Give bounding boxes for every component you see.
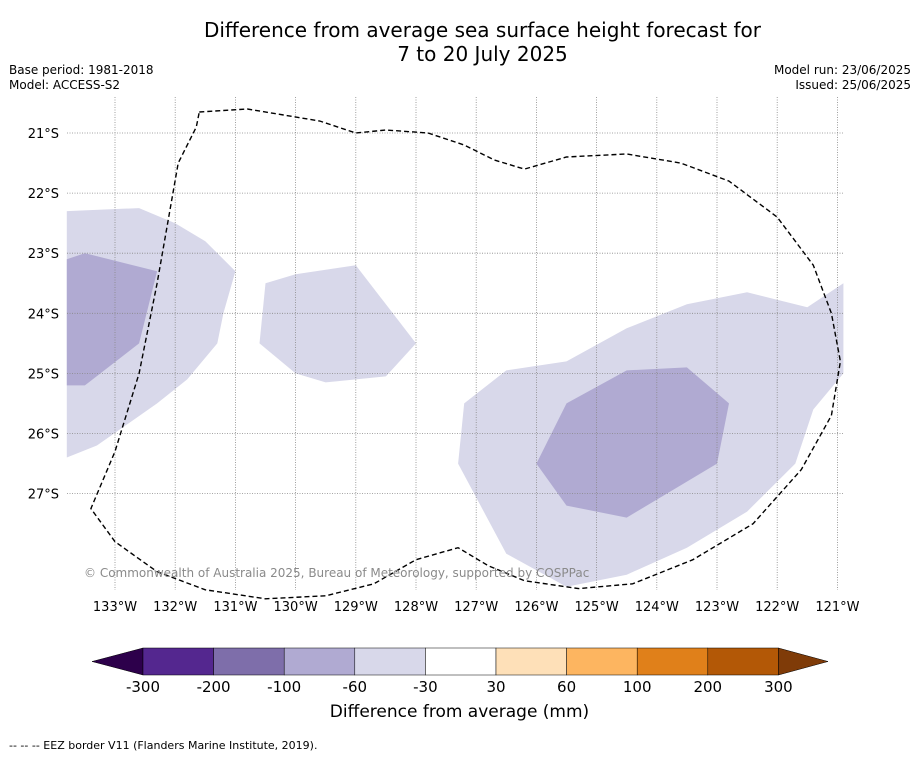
title-line-2: 7 to 20 July 2025 [397, 42, 568, 66]
colorbar-over-arrow [778, 647, 829, 676]
base-period-label: Base period: 1981-2018 [9, 63, 154, 77]
colorbar-bin [425, 647, 497, 676]
colorbar-under-arrow [91, 647, 144, 676]
lon-tick-label: 129°W [334, 600, 378, 615]
anomaly-region-2 [259, 265, 416, 383]
lat-tick-label: 21°S [28, 127, 59, 142]
lon-tick-label: 133°W [93, 600, 137, 615]
lon-tick-label: 130°W [274, 600, 318, 615]
colorbar-tick-label: -200 [197, 678, 231, 696]
lon-tick-label: 128°W [394, 600, 438, 615]
colorbar-bins [91, 647, 829, 676]
graticule [67, 97, 843, 590]
lon-tick-label: 122°W [755, 600, 799, 615]
colorbar-tick-label: -300 [126, 678, 160, 696]
colorbar-bin [566, 647, 638, 676]
lat-tick-label: 26°S [28, 428, 59, 443]
colorbar: -300 -200 -100 -60 -30 30 60 100 200 300 [91, 647, 829, 696]
colorbar-bin [354, 647, 426, 676]
copyright-notice: © Commonwealth of Australia 2025, Bureau… [84, 566, 589, 580]
title-line-1: Difference from average sea surface heig… [203, 18, 762, 42]
latitude-labels: 21°S 22°S 23°S 24°S 25°S 26°S 27°S [28, 127, 59, 503]
anomaly-region-5 [536, 367, 729, 518]
lon-tick-label: 126°W [514, 600, 558, 615]
colorbar-title: Difference from average (mm) [329, 702, 590, 722]
colorbar-bin [213, 647, 285, 676]
lon-tick-label: 123°W [695, 600, 739, 615]
eez-border-layer [90, 108, 842, 600]
lat-tick-label: 23°S [28, 247, 59, 262]
anomaly-region-4 [66, 253, 158, 386]
run-info-left: Base period: 1981-2018 Model: ACCESS-S2 [9, 63, 154, 93]
colorbar-tick-label: -100 [267, 678, 301, 696]
sea-height-map: © Commonwealth of Australia 2025, Bureau… [28, 97, 860, 615]
lon-tick-label: 121°W [815, 600, 859, 615]
lat-tick-label: 24°S [28, 307, 59, 322]
anomaly-regions [66, 208, 844, 587]
colorbar-tick-label: 30 [486, 678, 505, 696]
lon-tick-label: 125°W [575, 600, 619, 615]
colorbar-tick-label: -60 [343, 678, 368, 696]
colorbar-tick-label: 100 [623, 678, 652, 696]
eez-border [90, 108, 842, 600]
colorbar-tick-label: 60 [557, 678, 576, 696]
lat-tick-label: 25°S [28, 367, 59, 382]
model-label: Model: ACCESS-S2 [9, 78, 121, 92]
colorbar-bin [636, 647, 709, 676]
lon-tick-label: 124°W [635, 600, 679, 615]
colorbar-bin [495, 647, 567, 676]
issued-label: Issued: 25/06/2025 [795, 78, 911, 92]
colorbar-bin [142, 647, 214, 676]
lat-tick-label: 22°S [28, 187, 59, 202]
colorbar-bin [283, 647, 356, 676]
model-run-label: Model run: 23/06/2025 [773, 63, 911, 77]
eez-legend-note: -- -- -- EEZ border V11 (Flanders Marine… [9, 739, 318, 752]
colorbar-tick-label: 200 [693, 678, 722, 696]
lon-tick-label: 132°W [153, 600, 197, 615]
colorbar-tick-label: 300 [764, 678, 793, 696]
colorbar-bin [707, 647, 779, 676]
lon-tick-label: 127°W [454, 600, 498, 615]
lon-tick-label: 131°W [213, 600, 257, 615]
longitude-labels: 133°W 132°W 131°W 130°W 129°W 128°W 127°W 126°W… [93, 600, 860, 615]
map-title: Difference from average sea surface heig… [0, 18, 919, 66]
colorbar-tick-labels: -300 -200 -100 -60 -30 30 60 100 200 300 [126, 678, 793, 696]
colorbar-tick-label: -30 [413, 678, 438, 696]
run-info-right: Model run: 23/06/2025 Issued: 25/06/2025 [774, 63, 911, 93]
lat-tick-label: 27°S [28, 488, 59, 503]
